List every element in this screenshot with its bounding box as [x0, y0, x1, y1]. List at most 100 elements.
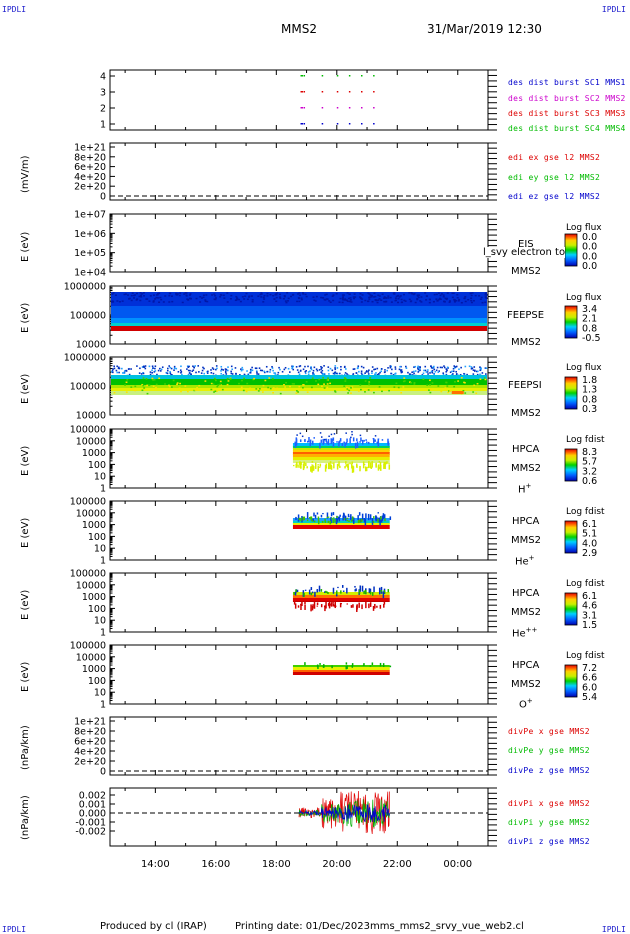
feepsi-pixel: [299, 365, 302, 367]
hpca_he-pixel: [364, 518, 367, 526]
feepse-pixel: [298, 300, 301, 303]
hpca_h-pixel: [363, 439, 365, 442]
feepse-pixel: [485, 294, 488, 296]
divpe-ytick-label: 1e+21: [74, 717, 106, 728]
feepse-pixel: [378, 295, 381, 297]
hpca_h-pixel: [344, 466, 346, 469]
hpca_h-ytick-label: 10: [94, 472, 106, 483]
feepse-pixel: [214, 295, 217, 297]
feepse-pixel: [136, 298, 139, 300]
feepse-pixel: [300, 297, 303, 299]
feepse-pixel: [446, 292, 449, 294]
burst-mark: [348, 75, 351, 77]
feepsi-pixel: [473, 366, 476, 368]
feepse-pixel: [266, 295, 269, 297]
feepsi-pixel: [295, 390, 298, 392]
feepse-pixel: [286, 292, 289, 294]
feepsi-pixel: [470, 366, 473, 368]
feepsi-pixel: [212, 368, 215, 371]
feepsi-pixel: [202, 366, 204, 369]
feepse-pixel: [157, 297, 160, 299]
burst-mark: [321, 91, 324, 93]
feepse-spectrogram: [111, 292, 488, 331]
hpca_h-pixel: [306, 440, 309, 443]
feepse-pixel: [368, 298, 371, 300]
hpca_h-pixel: [312, 466, 315, 471]
divpe-ytick-label: 8e+20: [74, 727, 106, 738]
hpca_he-pixel: [311, 519, 314, 522]
feepse-pixel: [454, 299, 457, 301]
feepsi-pixel: [460, 377, 463, 379]
feepse-pixel: [416, 298, 419, 301]
feepse-pixel: [440, 293, 443, 295]
feepsi-pixel: [252, 378, 255, 381]
hpca_he2-band: [292, 598, 390, 601]
feepsi-pixel: [334, 391, 337, 393]
feepsi-pixel: [329, 367, 332, 370]
feepsi-pixel: [417, 366, 420, 368]
feepsi-pixel: [195, 371, 197, 374]
feepsi-pixel: [323, 372, 326, 375]
feepse-pixel: [425, 299, 428, 301]
hpca_h-pixel: [310, 466, 312, 472]
feepsi-pixel: [463, 381, 465, 384]
burst-mark: [373, 75, 375, 77]
feepsi-pixel: [173, 369, 175, 371]
hpca_he-band: [292, 518, 390, 521]
hpca_h-pixel: [301, 435, 304, 438]
feepse-pixel: [396, 295, 399, 297]
feepse-pixel: [189, 293, 192, 295]
feepsi-pixel: [274, 374, 277, 376]
hpca_h-pixel: [371, 461, 373, 468]
feepsi-pixel: [144, 365, 147, 367]
feepsi-colorbar-label: 0.8: [582, 394, 597, 405]
hpca_o-pixel: [331, 665, 333, 669]
feepsi-pixel: [171, 386, 173, 388]
feepsi-pixel: [159, 370, 162, 372]
feepsi-pixel: [451, 370, 453, 373]
feepsi-pixel: [251, 366, 253, 369]
feepse-pixel: [220, 294, 223, 296]
hpca_h-ytick-label: 100: [88, 460, 106, 471]
feepsi-pixel: [142, 384, 145, 387]
divpi-ytick-label: -0.001: [75, 818, 106, 829]
feepsi-pixel: [220, 365, 223, 368]
feepsi-pixel: [320, 371, 322, 374]
feepsi-pixel: [226, 377, 229, 380]
feepsi-pixel: [115, 369, 118, 372]
feepsi-pixel: [479, 378, 482, 380]
feepse-pixel: [479, 298, 482, 300]
feepse-pixel: [274, 294, 277, 296]
feepse-pixel: [380, 299, 383, 302]
edi-legend-x: edi ex gse l2 MMS2: [508, 153, 601, 162]
feepsi-pixel: [311, 377, 314, 379]
burst-frame: [109, 69, 489, 131]
burst-mark: [303, 123, 306, 125]
burst-mark: [300, 123, 304, 125]
divpe-legend-z: divPe z gse MMS2: [508, 766, 590, 775]
feepsi-pixel: [331, 369, 334, 372]
feepsi-pixel: [400, 370, 402, 373]
feepse-ylabel: E (eV): [20, 302, 31, 333]
hpca-he2-cbar-title: Log fdist: [566, 579, 605, 589]
feepsi-pixel: [423, 369, 425, 372]
hpca_he2-pixel: [378, 587, 381, 595]
feepsi-pixel: [206, 372, 209, 374]
feepse-pixel: [358, 296, 361, 298]
feepse-pixel: [414, 301, 417, 304]
feepsi-pixel: [391, 368, 393, 371]
hpca_o-pixel: [317, 665, 319, 669]
burst-mark: [321, 123, 324, 125]
hpca_o-spectrogram: [292, 662, 392, 675]
feepsi-pixel: [117, 366, 120, 369]
feepsi-pixel: [289, 385, 291, 388]
feepsi-pixel: [168, 384, 170, 387]
feepse-pixel: [342, 294, 345, 296]
feepsi-pixel: [214, 390, 217, 393]
feepse-pixel: [260, 293, 263, 295]
feepsi-pixel: [200, 372, 203, 374]
feepsi-pixel: [422, 378, 425, 380]
hpca_o-pixel: [323, 664, 325, 668]
feepsi-pixel: [179, 369, 182, 371]
